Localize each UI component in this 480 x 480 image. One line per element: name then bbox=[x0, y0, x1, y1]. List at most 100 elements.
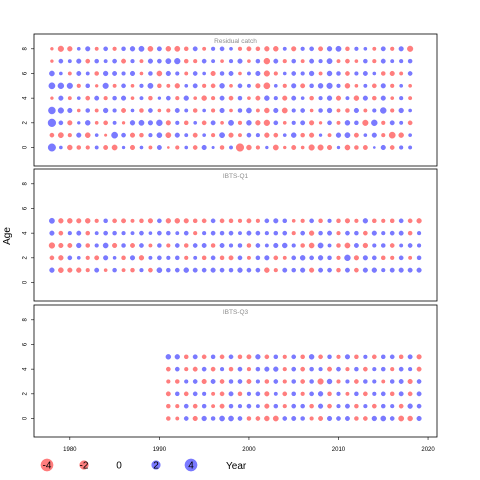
residual-bubble bbox=[362, 71, 368, 76]
residual-bubble bbox=[318, 354, 323, 360]
residual-bubble bbox=[94, 108, 99, 113]
residual-bubble bbox=[273, 379, 279, 384]
residual-bubble bbox=[344, 83, 351, 89]
residual-bubble bbox=[246, 391, 252, 396]
residual-bubble bbox=[273, 354, 279, 360]
residual-bubble bbox=[201, 267, 207, 273]
panel-title: IBTS-Q1 bbox=[223, 173, 249, 180]
residual-bubble bbox=[103, 120, 108, 126]
residual-bubble bbox=[282, 59, 287, 64]
legend-bubble bbox=[40, 458, 54, 472]
residual-bubble bbox=[309, 366, 314, 372]
residual-bubble bbox=[193, 96, 198, 100]
residual-bubble bbox=[48, 82, 56, 90]
residual-bubble bbox=[67, 107, 73, 114]
residual-bubble bbox=[344, 218, 350, 224]
y-tick-label: 8 bbox=[23, 46, 29, 50]
residual-bubble bbox=[318, 218, 323, 224]
residual-bubble bbox=[327, 267, 332, 273]
residual-bubble bbox=[102, 242, 109, 249]
residual-bubble bbox=[157, 230, 162, 236]
residual-bubble bbox=[228, 132, 234, 138]
residual-bubble bbox=[326, 378, 333, 385]
residual-bubble bbox=[67, 255, 73, 261]
legend-bubble bbox=[184, 458, 198, 472]
residual-bubble bbox=[282, 242, 288, 249]
residual-bubble bbox=[237, 354, 243, 360]
residual-bubble bbox=[389, 70, 395, 76]
residual-bubble bbox=[184, 71, 189, 76]
residual-bubble bbox=[67, 243, 73, 248]
residual-bubble bbox=[85, 255, 90, 260]
residual-bubble bbox=[273, 242, 279, 249]
residual-bubble bbox=[416, 218, 422, 224]
residual-bubble bbox=[219, 415, 225, 422]
residual-bubble bbox=[273, 366, 279, 372]
residual-bubble bbox=[354, 145, 359, 150]
residual-bubble bbox=[175, 96, 180, 101]
residual-bubble bbox=[345, 108, 350, 113]
residual-bubble bbox=[147, 218, 153, 224]
panel-title: Residual catch bbox=[214, 38, 257, 45]
residual-bubble bbox=[255, 108, 260, 113]
residual-bubble bbox=[255, 404, 260, 409]
residual-bubble bbox=[166, 230, 171, 236]
residual-bubble bbox=[300, 83, 306, 89]
residual-bubble bbox=[228, 71, 234, 76]
residual-bubble bbox=[416, 379, 422, 384]
residual-bubble bbox=[237, 366, 243, 372]
residual-bubble bbox=[139, 96, 144, 101]
residual-bubble bbox=[192, 267, 198, 273]
residual-bubble bbox=[344, 242, 351, 249]
residual-bubble bbox=[103, 218, 108, 224]
residual-bubble bbox=[166, 403, 171, 409]
legend-label: 4 bbox=[188, 461, 194, 472]
residual-bubble bbox=[157, 58, 162, 64]
residual-bubble bbox=[48, 106, 56, 115]
residual-bubble bbox=[67, 46, 73, 52]
residual-bubble bbox=[336, 59, 341, 64]
residual-bubble bbox=[202, 46, 207, 51]
residual-bubble bbox=[246, 243, 252, 248]
residual-bubble bbox=[238, 71, 242, 76]
residual-bubble bbox=[354, 391, 359, 397]
residual-bubble bbox=[300, 218, 305, 223]
residual-bubble bbox=[363, 133, 368, 137]
y-tick-label: 0 bbox=[23, 145, 29, 149]
residual-bubble bbox=[211, 108, 216, 113]
residual-bubble bbox=[57, 107, 64, 114]
residual-bubble bbox=[219, 267, 225, 273]
residual-bubble bbox=[184, 354, 189, 360]
residual-bubble bbox=[67, 71, 72, 76]
residual-bubble bbox=[390, 379, 395, 384]
residual-bubble bbox=[67, 96, 72, 101]
residual-bubble bbox=[238, 231, 242, 236]
residual-bubble bbox=[318, 230, 323, 236]
residual-bubble bbox=[94, 71, 99, 76]
residual-bubble bbox=[228, 243, 234, 248]
residual-bubble bbox=[372, 354, 377, 360]
residual-bubble bbox=[345, 416, 350, 421]
residual-bubble bbox=[291, 145, 297, 150]
residual-bubble bbox=[354, 59, 359, 63]
residual-bubble bbox=[309, 70, 315, 77]
residual-bubble bbox=[210, 230, 216, 236]
residual-bubble bbox=[371, 132, 377, 138]
residual-bubble bbox=[282, 83, 287, 88]
residual-bubble bbox=[184, 108, 189, 113]
residual-bubble bbox=[273, 255, 279, 261]
residual-bubble bbox=[407, 391, 413, 397]
residual-bubble bbox=[336, 120, 341, 125]
residual-bubble bbox=[94, 133, 99, 137]
residual-bubble bbox=[327, 354, 332, 360]
residual-bubble bbox=[246, 267, 252, 273]
residual-bubble bbox=[85, 83, 90, 89]
residual-bubble bbox=[165, 46, 172, 52]
residual-bubble bbox=[94, 255, 100, 261]
residual-bubble bbox=[59, 145, 63, 150]
residual-bubble bbox=[238, 133, 242, 138]
residual-bubble bbox=[282, 255, 287, 260]
residual-bubble bbox=[175, 391, 180, 397]
residual-bubble bbox=[300, 354, 305, 360]
residual-bubble bbox=[399, 83, 404, 88]
